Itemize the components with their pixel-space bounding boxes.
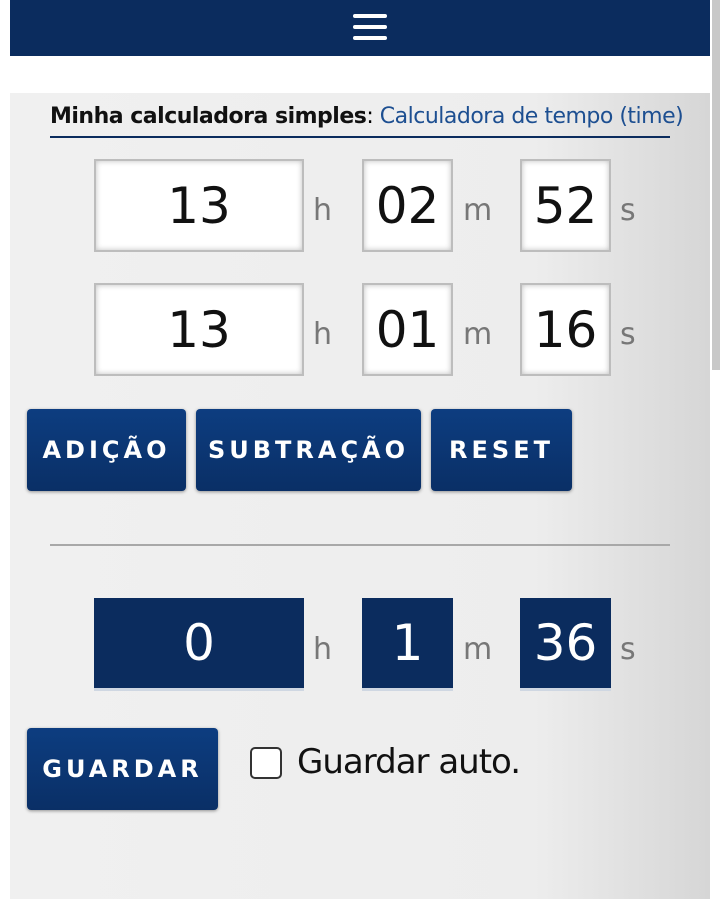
unit-label: h: [313, 193, 333, 228]
input-hours[interactable]: 13: [94, 283, 304, 376]
auto-save-checkbox[interactable]: [250, 747, 282, 779]
separator: :: [366, 104, 374, 129]
unit-label: m: [463, 317, 493, 352]
result-seconds: 36: [520, 598, 611, 691]
menu-icon[interactable]: [353, 25, 387, 29]
result-minutes: 1: [362, 598, 453, 691]
reset-button[interactable]: RESET: [431, 409, 572, 491]
top-bar: [10, 0, 710, 56]
divider: [50, 544, 670, 546]
unit-label: s: [620, 317, 636, 352]
unit-label: s: [620, 193, 636, 228]
auto-save-label[interactable]: Guardar auto.: [297, 742, 521, 782]
unit-label: h: [313, 317, 333, 352]
input-seconds[interactable]: 16: [520, 283, 611, 376]
heading-label: Minha calculadora simples: [50, 104, 367, 129]
unit-label: m: [463, 632, 493, 667]
result-hours: 0: [94, 598, 304, 691]
input-hours[interactable]: 13: [94, 159, 304, 252]
scrollbar: [712, 0, 720, 370]
heading: Minha calculadora simples: Calculadora d…: [50, 100, 684, 138]
input-seconds[interactable]: 52: [520, 159, 611, 252]
input-minutes[interactable]: 02: [362, 159, 453, 252]
subtract-button[interactable]: SUBTRAÇÃO: [196, 409, 421, 491]
unit-label: h: [313, 632, 333, 667]
unit-label: m: [463, 193, 493, 228]
add-button[interactable]: ADIÇÃO: [27, 409, 186, 491]
input-minutes[interactable]: 01: [362, 283, 453, 376]
menu-icon[interactable]: [353, 14, 387, 18]
menu-icon[interactable]: [353, 36, 387, 40]
heading-subtitle: Calculadora de tempo (time): [379, 104, 684, 129]
unit-label: s: [620, 632, 636, 667]
save-button[interactable]: GUARDAR: [27, 728, 218, 810]
